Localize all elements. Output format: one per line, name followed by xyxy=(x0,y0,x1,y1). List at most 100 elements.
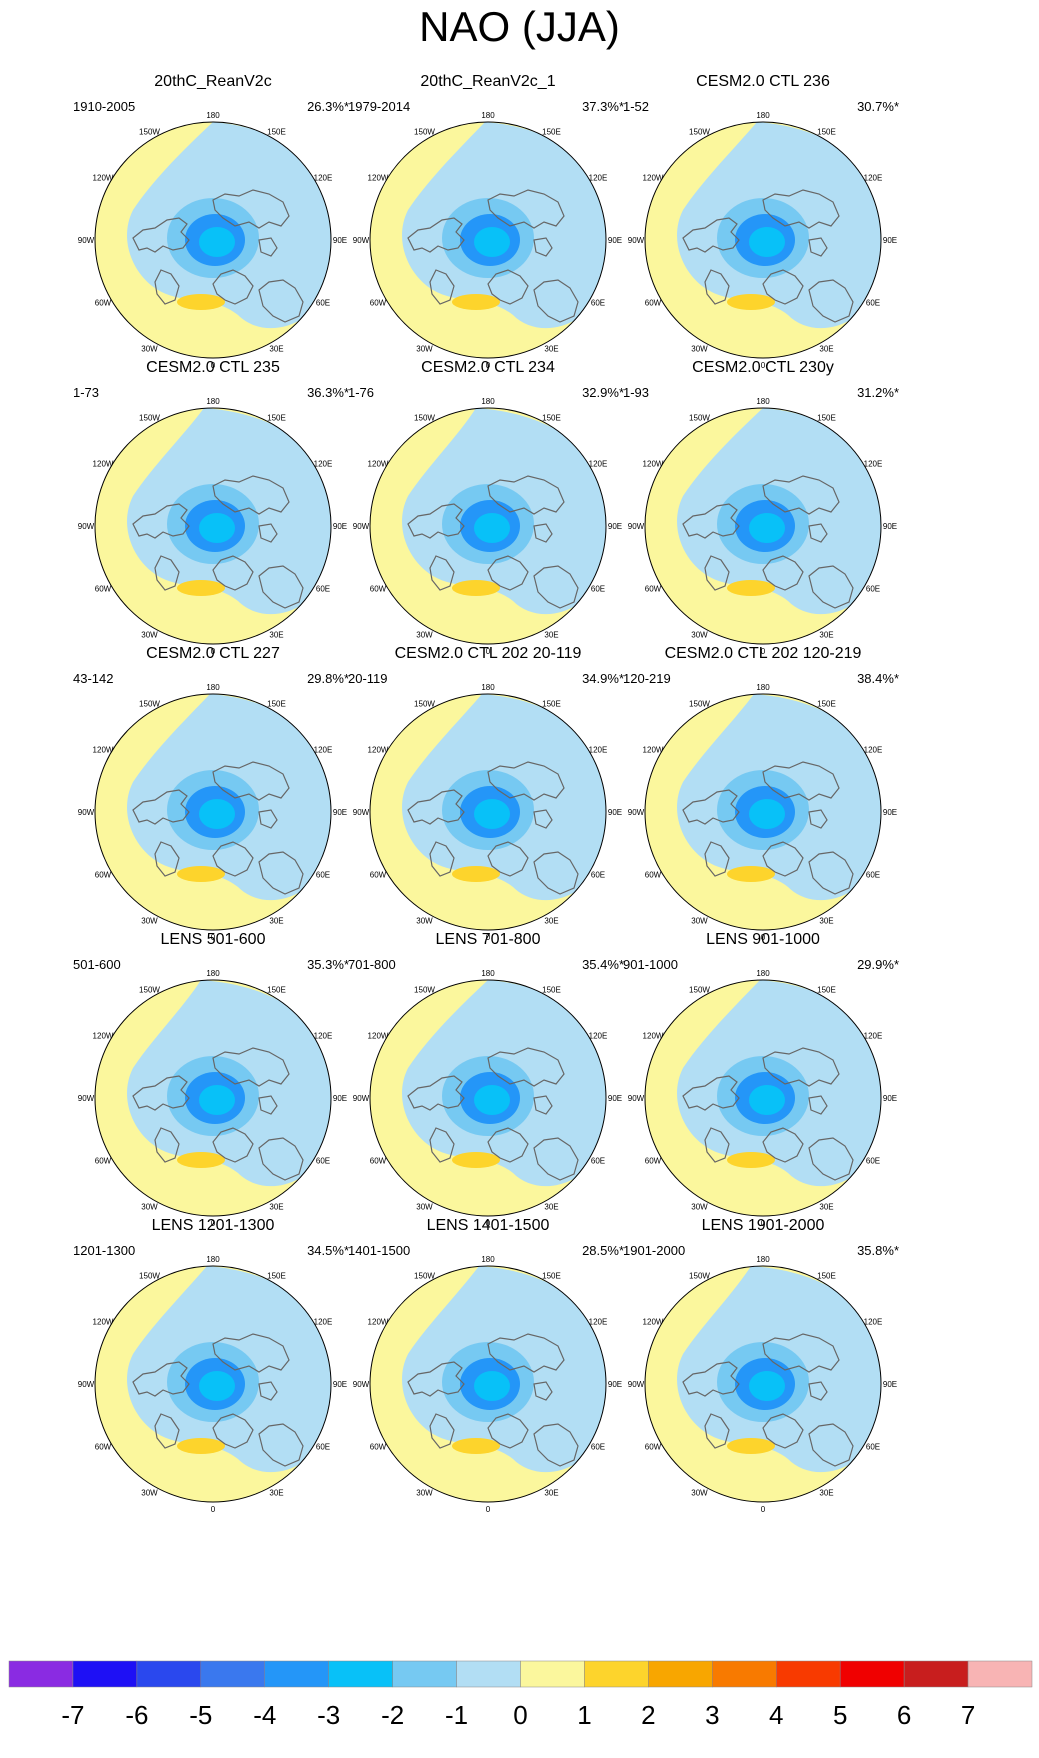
positive-anomaly-center xyxy=(452,294,500,310)
longitude-label: 150W xyxy=(139,414,160,423)
coastline xyxy=(533,1095,553,1115)
coastline xyxy=(429,555,455,591)
panel-variance: 32.9%* xyxy=(582,385,624,400)
longitude-label: 120W xyxy=(368,746,389,755)
longitude-label: 150E xyxy=(542,986,561,995)
longitude-label: 0 xyxy=(761,1219,766,1228)
longitude-label: 90W xyxy=(628,808,645,817)
panel-period: 901-1000 xyxy=(623,957,678,972)
longitude-label: 150W xyxy=(139,986,160,995)
coastline xyxy=(762,1413,804,1449)
longitude-label: 30E xyxy=(819,1202,833,1211)
longitude-label: 180 xyxy=(756,111,770,120)
panel-variance: 29.8%* xyxy=(307,671,349,686)
coastline xyxy=(533,1137,579,1181)
longitude-label: 60W xyxy=(95,299,112,308)
map-boundary xyxy=(369,407,607,645)
coastline xyxy=(487,841,529,877)
polar-map: 180 150E 120E 90E 60E 30E 0 30W 60W 90W 120W 150W xyxy=(353,683,622,942)
longitude-label: 60W xyxy=(370,1443,387,1452)
panel-variance: 34.5%* xyxy=(307,1243,349,1258)
coastline xyxy=(487,1127,529,1163)
longitude-label: 150W xyxy=(689,1272,710,1281)
longitude-label: 120E xyxy=(314,1032,333,1041)
longitude-label: 150W xyxy=(689,986,710,995)
longitude-label: 120W xyxy=(93,746,114,755)
longitude-label: 120E xyxy=(589,746,608,755)
colorbar-swatch xyxy=(72,1660,138,1688)
panel-period: 1910-2005 xyxy=(73,99,136,114)
coastline xyxy=(212,555,254,591)
panel-title: LENS 1401-1500 xyxy=(426,1217,550,1234)
longitude-label: 60W xyxy=(645,1157,662,1166)
panel-variance: 35.4%* xyxy=(582,957,624,972)
longitude-label: 90E xyxy=(333,1380,347,1389)
longitude-label: 30E xyxy=(819,344,833,353)
map-boundary xyxy=(369,693,607,931)
colorbar-swatch xyxy=(584,1660,649,1688)
longitude-label: 150W xyxy=(139,128,160,137)
coastline xyxy=(533,809,553,829)
longitude-label: 30W xyxy=(691,1202,708,1211)
longitude-label: 150W xyxy=(689,414,710,423)
coastline xyxy=(533,851,579,895)
polar-map: 180 150E 120E 90E 60E 30E 0 30W 60W 90W 120W 150W xyxy=(628,1255,897,1514)
coastline xyxy=(487,761,565,801)
longitude-label: 30W xyxy=(141,344,158,353)
map-panel: CESM2.0 CTL 235 1-73 36.3%* 180 150E 120E 90E 6… xyxy=(63,358,363,676)
positive-anomaly-center xyxy=(177,1152,225,1168)
longitude-label: 150E xyxy=(817,414,836,423)
longitude-label: 180 xyxy=(756,969,770,978)
longitude-label: 120W xyxy=(643,1032,664,1041)
positive-anomaly-center xyxy=(177,1438,225,1454)
longitude-label: 180 xyxy=(206,397,220,406)
coastline xyxy=(154,1127,180,1163)
coastline xyxy=(212,475,290,515)
map-boundary xyxy=(644,979,882,1217)
panel-title: LENS 1201-1300 xyxy=(151,1217,275,1234)
colorbar-swatch xyxy=(392,1660,457,1688)
polar-map: 180 150E 120E 90E 60E 30E 0 30W 60W 90W 120W 150W xyxy=(78,111,347,370)
longitude-label: 30E xyxy=(544,1488,558,1497)
panel-period: 20-119 xyxy=(348,671,388,686)
colorbar-tick-label: 4 xyxy=(769,1700,784,1730)
negative-anomaly-center xyxy=(749,799,785,829)
longitude-label: 30W xyxy=(141,1488,158,1497)
colorbar-swatch xyxy=(264,1660,329,1688)
colorbar-tick-label: 3 xyxy=(705,1700,720,1730)
map-boundary xyxy=(94,1265,332,1503)
panel-variance: 36.3%* xyxy=(307,385,349,400)
coastline xyxy=(407,217,465,253)
longitude-label: 60E xyxy=(591,299,605,308)
longitude-label: 30E xyxy=(269,630,283,639)
longitude-label: 60W xyxy=(95,871,112,880)
colorbar-tick-label: -2 xyxy=(381,1700,405,1730)
longitude-label: 60W xyxy=(645,1443,662,1452)
coastline xyxy=(808,1381,828,1401)
longitude-label: 150E xyxy=(267,700,286,709)
coastline xyxy=(258,1137,304,1181)
map-panel: 20thC_ReanV2c_1 1979-2014 37.3%* 180 150E 120… xyxy=(338,72,638,390)
panel-title: 20thC_ReanV2c xyxy=(154,73,272,90)
coastline xyxy=(704,269,730,305)
longitude-label: 180 xyxy=(481,1255,495,1264)
longitude-label: 150E xyxy=(817,1272,836,1281)
colorbar-bar xyxy=(8,1660,1033,1688)
longitude-label: 30W xyxy=(416,916,433,925)
longitude-label: 120E xyxy=(864,746,883,755)
coastline xyxy=(429,841,455,877)
longitude-label: 90E xyxy=(883,1094,897,1103)
positive-anomaly-center xyxy=(452,1438,500,1454)
coastline xyxy=(212,1047,290,1087)
longitude-label: 180 xyxy=(206,111,220,120)
negative-anomaly-center xyxy=(199,513,235,543)
negative-anomaly-center xyxy=(749,513,785,543)
longitude-label: 60E xyxy=(866,1157,880,1166)
coastline xyxy=(808,565,854,609)
longitude-label: 120W xyxy=(368,460,389,469)
longitude-label: 90W xyxy=(78,1094,95,1103)
longitude-label: 120W xyxy=(643,746,664,755)
longitude-label: 150W xyxy=(414,128,435,137)
panel-title: LENS 501-600 xyxy=(160,931,266,948)
longitude-label: 120E xyxy=(589,174,608,183)
